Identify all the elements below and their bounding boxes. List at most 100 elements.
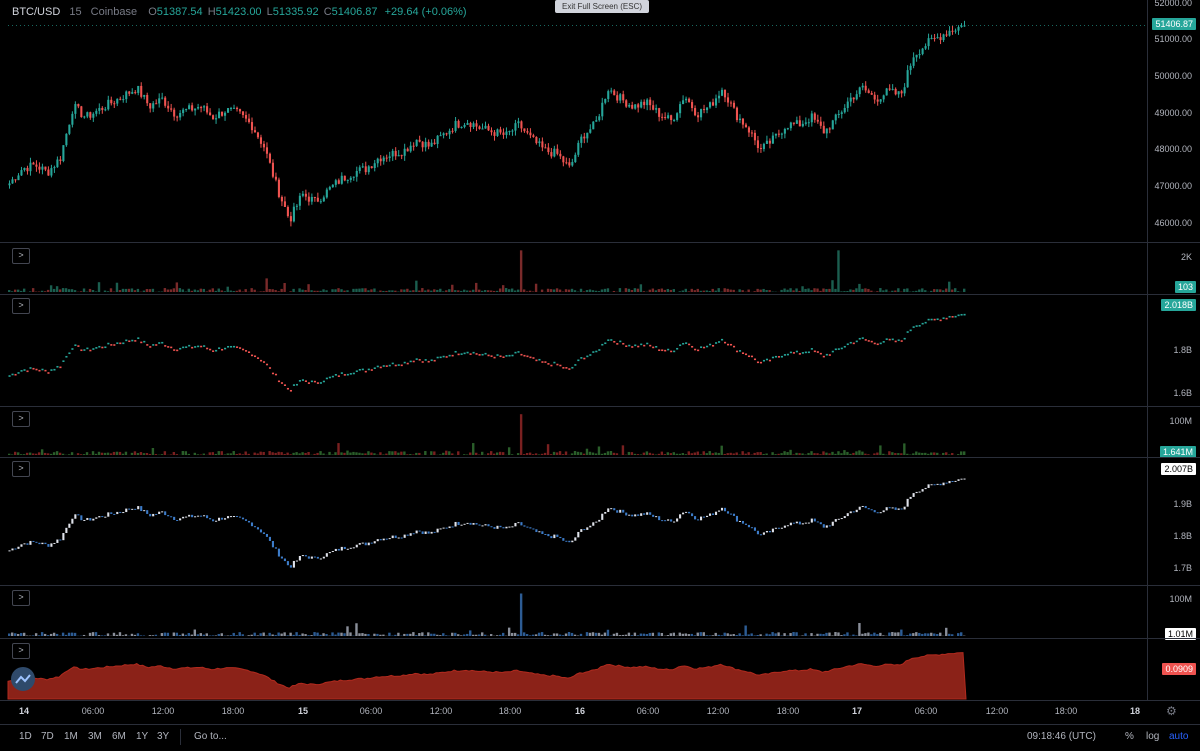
low-value: 51335.92 <box>273 6 319 18</box>
indicator-1-volume-bar <box>259 452 261 455</box>
indicator-2-volume-bar <box>777 632 779 636</box>
indicator-1-volume-bar <box>667 452 669 455</box>
volume-bar <box>768 290 770 292</box>
indicator-1-volume-bar <box>718 453 720 455</box>
indicator-2-volume-bar <box>20 633 22 636</box>
candle-body <box>125 91 127 99</box>
volume-bar <box>475 283 477 292</box>
indicator-2-candle <box>278 549 280 557</box>
chart-canvas[interactable] <box>0 0 1148 700</box>
log-scale-button[interactable]: log <box>1146 731 1159 742</box>
indicator-1-mark <box>467 352 469 354</box>
indicator-2-volume-bar <box>670 633 672 636</box>
pane-divider[interactable] <box>0 585 1200 586</box>
indicator-2-volume-bar <box>625 635 627 636</box>
pane-divider[interactable] <box>0 638 1200 639</box>
volume-bar <box>891 291 893 292</box>
collapse-indicator-1-button[interactable]: > <box>12 298 30 314</box>
volume-bar <box>68 289 70 292</box>
range-1m-button[interactable]: 1M <box>64 731 78 742</box>
indicator-2-volume-bar <box>873 633 875 636</box>
collapse-indicator-1-volume-button[interactable]: > <box>12 411 30 427</box>
indicator-2-candle <box>452 526 454 527</box>
symbol-name[interactable]: BTC/USD <box>12 6 60 18</box>
indicator-2-candle <box>260 529 262 532</box>
indicator-1-volume-bar <box>71 452 73 455</box>
indicator-2-candle <box>535 529 537 532</box>
indicator-2-candle <box>658 516 660 520</box>
indicator-2-volume-bar <box>310 635 312 636</box>
indicator-1-mark <box>455 351 457 353</box>
indicator-2-volume-bar <box>514 633 516 636</box>
collapse-indicator-2-button[interactable]: > <box>12 461 30 477</box>
candle-body <box>895 89 897 94</box>
exit-fullscreen-button[interactable]: Exit Full Screen (ESC) <box>555 0 649 13</box>
indicator-1-mark <box>808 351 810 353</box>
indicator-2-volume-bar <box>250 635 252 636</box>
volume-bar <box>250 288 252 292</box>
candle-body <box>670 115 672 120</box>
indicator-1-mark <box>434 360 436 362</box>
indicator-1-mark <box>188 345 190 347</box>
range-7d-button[interactable]: 7D <box>41 731 54 742</box>
utc-clock[interactable]: 09:18:46 (UTC) <box>1027 731 1096 742</box>
volume-bar <box>8 290 10 292</box>
volume-bar <box>906 288 908 292</box>
indicator-1-volume-bar <box>185 451 187 455</box>
chart-area[interactable] <box>0 0 1148 700</box>
indicator-1-mark <box>452 355 454 357</box>
gear-icon[interactable]: ⚙ <box>1166 704 1177 718</box>
collapse-volume-button[interactable]: > <box>12 248 30 264</box>
auto-scale-button[interactable]: auto <box>1169 731 1188 742</box>
pane-divider[interactable] <box>0 294 1200 295</box>
tradingview-logo-icon[interactable] <box>11 667 35 691</box>
indicator-2-volume-bar <box>912 633 914 636</box>
range-1d-button[interactable]: 1D <box>19 731 32 742</box>
pane-divider[interactable] <box>0 457 1200 458</box>
indicator-1-mark <box>586 356 588 358</box>
indicator-1-mark <box>715 342 717 344</box>
indicator-1-volume-bar <box>194 453 196 455</box>
indicator-1-volume-bar <box>523 454 525 455</box>
indicator-2-candle <box>580 529 582 532</box>
collapse-indicator-2-volume-button[interactable]: > <box>12 590 30 606</box>
indicator-2-candle <box>907 499 909 507</box>
volume-tick-label: 2K <box>1181 252 1192 262</box>
indicator-1-volume-bar <box>182 451 184 455</box>
close-label: C <box>324 6 332 18</box>
percent-scale-button[interactable]: % <box>1125 731 1134 742</box>
pane-divider[interactable] <box>0 406 1200 407</box>
indicator-1-mark <box>580 357 582 359</box>
range-6m-button[interactable]: 6M <box>112 731 126 742</box>
range-1y-button[interactable]: 1Y <box>136 731 148 742</box>
volume-bar <box>343 291 345 292</box>
indicator-1-mark <box>107 343 109 345</box>
volume-bar <box>337 288 339 292</box>
candle-body <box>17 175 19 180</box>
collapse-area-button[interactable]: > <box>12 643 30 659</box>
time-tick-label: 18:00 <box>499 706 522 716</box>
indicator-1-mark <box>724 342 726 344</box>
indicator-2-candle <box>149 514 151 516</box>
indicator-1-mark <box>748 355 750 357</box>
indicator-1-mark <box>760 362 762 364</box>
range-3m-button[interactable]: 3M <box>88 731 102 742</box>
volume-bar <box>457 290 459 292</box>
indicator-1-mark <box>332 376 334 378</box>
indicator-1-mark <box>92 348 94 350</box>
goto-date-button[interactable]: Go to... <box>194 731 227 742</box>
indicator-1-volume-bar <box>571 453 573 455</box>
pane-divider[interactable] <box>0 242 1200 243</box>
indicator-2-candle <box>733 514 735 516</box>
volume-bar <box>170 289 172 292</box>
candle-body <box>146 95 148 103</box>
candle-body <box>134 92 136 93</box>
indicator-1-volume-bar <box>307 452 309 455</box>
time-axis[interactable] <box>0 700 1200 725</box>
indicator-1-volume-bar <box>727 453 729 455</box>
indicator-2-candle <box>332 551 334 552</box>
candle-body <box>50 168 52 175</box>
range-3y-button[interactable]: 3Y <box>157 731 169 742</box>
indicator-2-volume-bar <box>236 635 238 636</box>
